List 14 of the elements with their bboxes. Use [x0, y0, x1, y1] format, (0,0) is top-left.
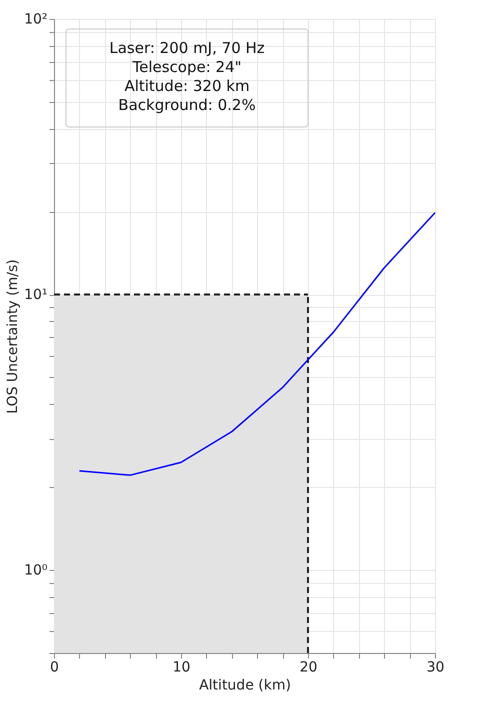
- x-tick-label: 30: [426, 660, 444, 676]
- line-series: [78, 212, 436, 476]
- x-axis-title: Altitude (km): [199, 678, 291, 694]
- x-tick-label: 20: [300, 660, 318, 676]
- annotation: Laser: 200 mJ, 70 Hz: [109, 39, 265, 57]
- y-tick-label: 10¹: [24, 287, 48, 304]
- x-tick-label: 10: [172, 660, 190, 676]
- y-tick-label: 10²: [24, 12, 48, 28]
- annotation: Background: 0.2%: [118, 96, 256, 114]
- x-tick-label: 0: [50, 660, 59, 676]
- y-tick-label: 10⁰: [24, 562, 48, 579]
- annotation: Telescope: 24": [131, 58, 242, 76]
- annotation: Altitude: 320 km: [124, 77, 250, 95]
- y-axis-title: LOS Uncertainty (m/s): [5, 259, 22, 414]
